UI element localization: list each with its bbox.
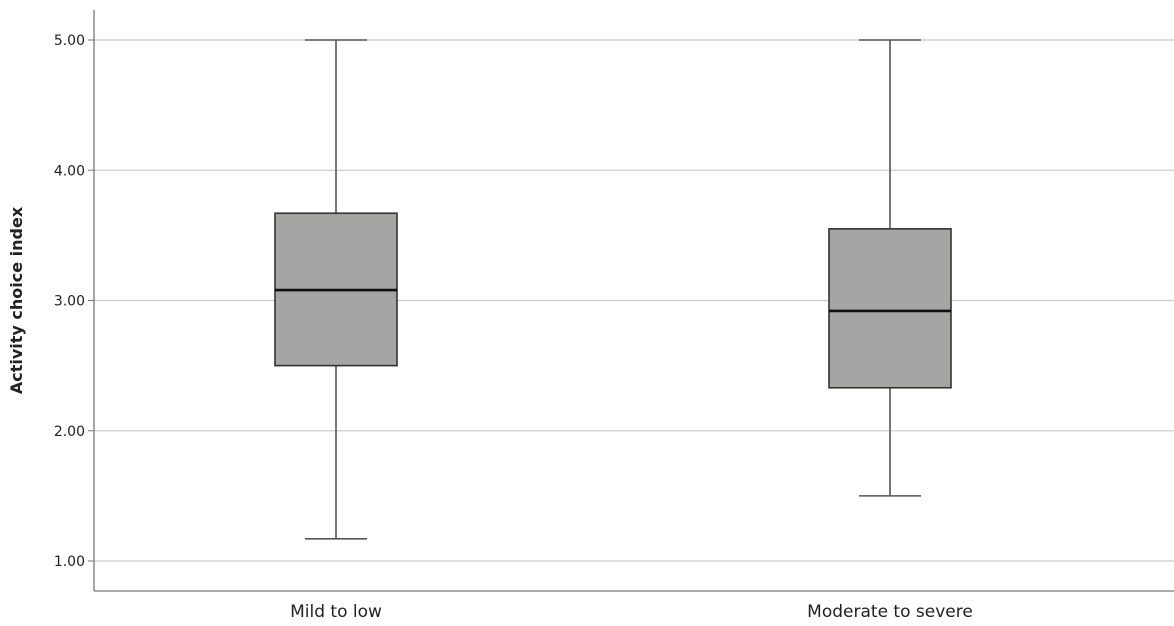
x-category-label: Mild to low xyxy=(290,602,382,622)
grid-layer xyxy=(94,39,1174,562)
y-tick-label: 4.00 xyxy=(54,163,85,179)
x-category-labels: Mild to low Moderate to severe xyxy=(290,602,973,622)
x-category-label: Moderate to severe xyxy=(807,602,973,622)
y-axis-title: Activity choice index xyxy=(7,206,26,394)
box-group xyxy=(274,39,398,540)
box-layer xyxy=(274,39,952,540)
y-tick-label: 1.00 xyxy=(54,554,85,570)
y-tick-label: 3.00 xyxy=(54,294,85,310)
y-tick-labels: 1.00 2.00 3.00 4.00 5.00 xyxy=(54,33,94,570)
y-tick-label: 5.00 xyxy=(54,33,85,49)
box-group xyxy=(828,39,952,497)
iqr-box xyxy=(828,228,952,389)
y-tick-label: 2.00 xyxy=(54,424,85,440)
